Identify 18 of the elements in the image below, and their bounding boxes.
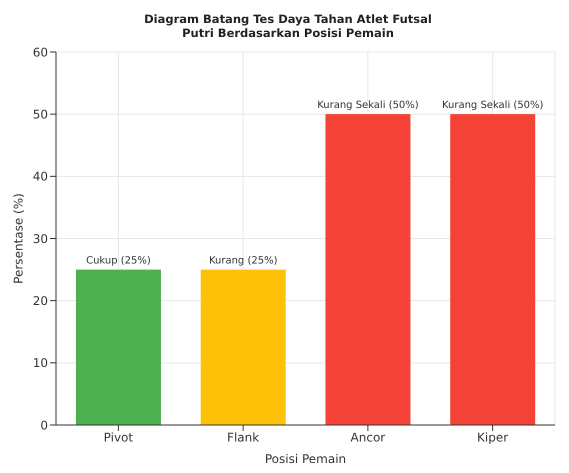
x-tick-label: Flank: [227, 430, 260, 445]
y-tick-label: 50: [32, 107, 48, 122]
y-tick-label: 30: [32, 232, 48, 246]
data-label: Kurang Sekali (50%): [442, 100, 544, 112]
data-label: Cukup (25%): [86, 256, 151, 267]
data-label: Kurang (25%): [208, 256, 278, 267]
data-label: Kurang Sekali (50%): [317, 100, 419, 112]
x-axis-title: Posisi Pemain: [264, 452, 346, 466]
y-axis-title: Persentase (%): [11, 193, 26, 284]
x-tick-label: Ancor: [350, 430, 386, 445]
y-tick-label: 20: [32, 294, 48, 308]
y-tick-label: 60: [32, 45, 48, 60]
x-tick-label: Pivot: [104, 430, 134, 445]
chart-title: Diagram Batang Tes Daya Tahan Atlet Futsal Putri Berdasarkan Posisi Pemain: [143, 12, 433, 40]
y-tick-label: 0: [40, 418, 48, 432]
y-tick-label: 10: [32, 356, 48, 370]
y-tick-label: 40: [32, 170, 48, 184]
x-tick-label: Kiper: [477, 430, 508, 445]
